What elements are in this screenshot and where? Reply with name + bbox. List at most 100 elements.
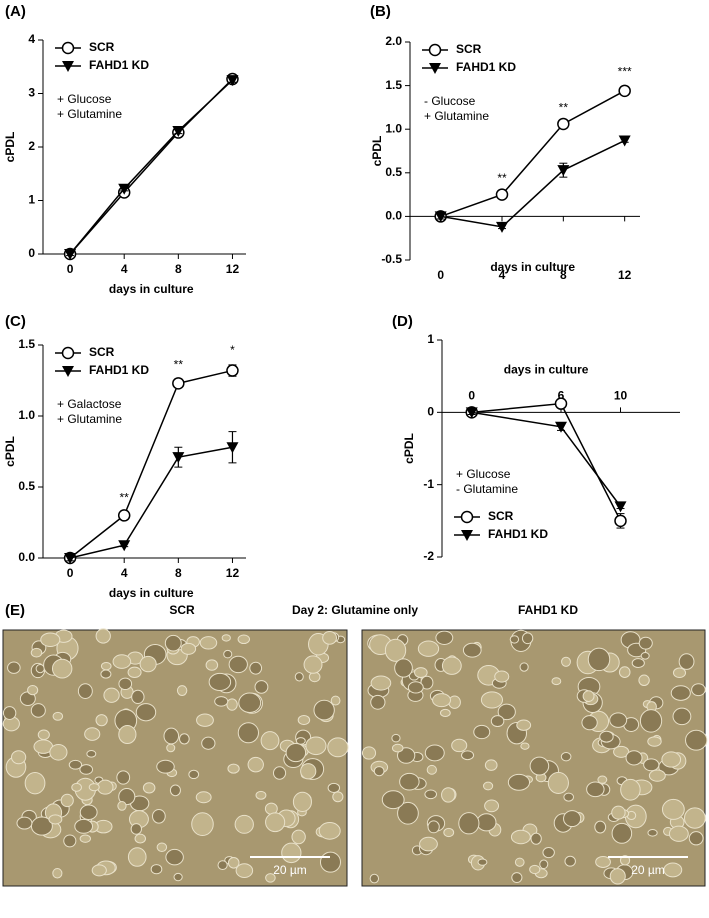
legend-label: FAHD1 KD [89,58,149,72]
cell [156,842,168,852]
cell [152,808,166,824]
cell [100,661,112,671]
cell [142,782,156,794]
y-axis-label: cPDL [370,136,384,167]
cell [688,831,704,846]
significance: ** [174,357,184,371]
cell [661,798,685,820]
x-tick-label: 0 [67,566,74,580]
x-tick-label: 10 [614,389,628,403]
cell [37,729,50,741]
cell [547,771,569,794]
cell [226,698,238,711]
cell [507,773,531,791]
cell [542,847,555,859]
panel-label: (C) [5,313,26,330]
cell [327,782,341,793]
x-tick-label: 12 [226,566,240,580]
cell [451,738,468,753]
cell [130,823,142,835]
cell [370,694,386,710]
cell [217,860,228,871]
y-tick-label: 1.5 [18,337,35,351]
y-tick-label: 1 [28,193,35,207]
x-tick-label: 8 [175,262,182,276]
marker [172,125,185,137]
cell [238,692,262,713]
cell [484,799,500,813]
marker [226,442,239,454]
cell [265,873,276,883]
cell [35,664,45,674]
cell [648,769,666,782]
cell [529,864,541,875]
cell [169,784,181,797]
cell [291,829,306,845]
marker [496,221,508,233]
cell [484,759,498,771]
cell [582,690,595,703]
cell [381,790,405,810]
x-axis-label: days in culture [109,282,194,296]
y-tick-label: 0 [427,405,434,419]
marker [429,63,441,74]
cell [249,661,263,675]
marker [61,41,75,55]
x-tick-label: 4 [121,566,128,580]
x-axis-label: days in culture [504,363,589,377]
cell [639,709,663,733]
x-tick-label: 6 [558,389,565,403]
x-tick-label: 8 [175,566,182,580]
legend-label: SCR [488,509,514,523]
cell [95,714,108,727]
cell [79,764,94,775]
cell [223,649,233,659]
cell [49,744,68,761]
cell [330,695,341,706]
marker [434,211,447,223]
marker [428,43,442,57]
cell [611,822,633,844]
cell [127,847,147,867]
annotation: + Glucose [57,92,112,106]
legend-label: SCR [456,42,482,56]
cell [427,820,440,834]
annotation: + Glutamine [424,109,489,123]
marker [557,117,570,131]
legend-label: FAHD1 KD [456,60,516,74]
cell [164,634,182,652]
cell [647,829,658,837]
cell [563,810,582,828]
significance: ** [497,171,507,185]
marker [117,509,131,522]
marker [614,514,627,528]
marker [555,421,567,433]
cell [247,756,264,773]
cell [369,873,380,884]
x-axis-label: days in culture [109,586,194,600]
cell [139,655,157,673]
cell [68,759,83,770]
cell [254,680,269,694]
y-axis-label: cPDL [3,436,17,467]
cell [77,683,93,699]
cell [11,750,27,765]
cell [199,636,218,650]
y-tick-label: 0.0 [385,209,402,223]
cell [48,814,63,825]
y-tick-label: 0.0 [18,550,35,564]
cell [609,868,626,885]
marker [62,61,74,72]
cell [313,699,335,721]
cell [426,764,437,775]
cell [255,790,267,800]
significance: * [230,343,235,357]
cell [292,791,312,813]
cell [322,631,338,645]
cell [103,687,120,703]
cell [24,771,46,795]
marker [554,397,568,410]
panel-title: Day 2: Glutamine only [292,603,418,617]
cell [156,759,175,774]
